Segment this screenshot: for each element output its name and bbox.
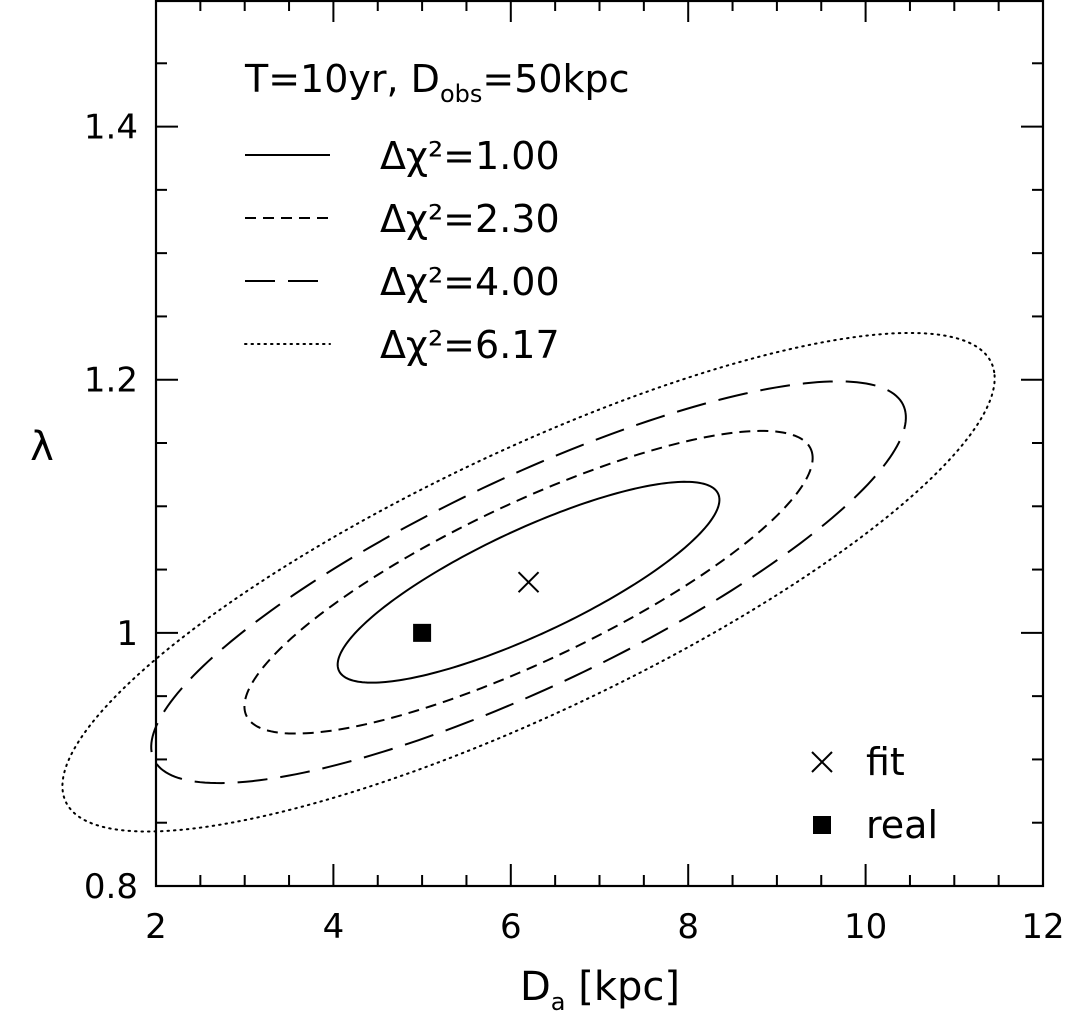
contour-long-dash (150, 380, 907, 785)
data-markers (413, 571, 540, 642)
real-marker (413, 623, 432, 642)
legend-label: Δχ²=4.00 (380, 260, 560, 304)
legend: Δχ²=1.00 Δχ²=2.30 Δχ²=4.00 Δχ²=6.17 fit real (244, 134, 938, 847)
y-tick-label: 0.8 (84, 867, 138, 907)
legend-real-marker (813, 816, 831, 834)
legend-point-label: fit (866, 740, 905, 784)
x-tick-label: 10 (844, 907, 887, 947)
x-tick-label: 8 (677, 907, 699, 947)
y-tick-label: 1.2 (84, 361, 138, 401)
x-tick-label: 4 (323, 907, 345, 947)
plot-frame (154, 0, 1045, 888)
x-tick-label: 6 (500, 907, 522, 947)
x-axis-label: Da [kpc] (520, 964, 680, 1016)
legend-fit-marker (811, 751, 833, 773)
y-axis-label: λ (30, 424, 54, 470)
x-tick-label: 12 (1021, 907, 1064, 947)
contour-short-dash (243, 429, 814, 735)
x-tick-label: 2 (145, 907, 167, 947)
legend-label: Δχ²=1.00 (380, 134, 560, 178)
legend-label: Δχ²=6.17 (380, 323, 560, 367)
legend-point-label: real (866, 803, 938, 847)
tick-labels: 2 4 6 8 10 12 0.8 1 1.2 1.4 (84, 108, 1065, 947)
contour-solid (336, 480, 721, 684)
legend-title: T=10yr, Dobs=50kpc (244, 57, 630, 108)
legend-label: Δχ²=2.30 (380, 197, 560, 241)
y-tick-label: 1 (116, 614, 138, 654)
contour-dotted (61, 331, 996, 833)
y-tick-label: 1.4 (84, 108, 138, 148)
contour-lines (61, 331, 996, 833)
axis-ticks (155, 0, 1044, 887)
fit-marker (517, 571, 540, 593)
